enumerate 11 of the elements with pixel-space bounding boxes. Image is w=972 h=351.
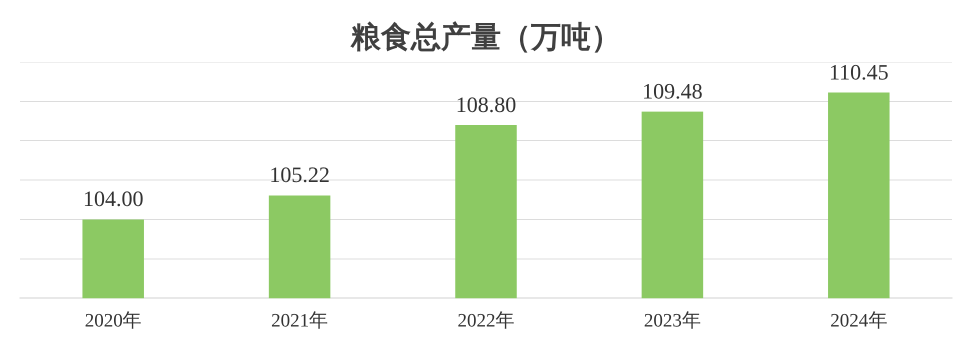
x-tick-label: 2023年 xyxy=(644,310,701,332)
chart-title: 粮食总产量（万吨） xyxy=(351,20,621,55)
data-label: 109.48 xyxy=(642,78,703,104)
data-label: 108.80 xyxy=(456,92,516,117)
data-label: 105.22 xyxy=(269,162,330,188)
data-label: 104.00 xyxy=(82,186,144,212)
data-label: 110.45 xyxy=(828,59,889,84)
x-tick-label: 2024年 xyxy=(830,310,888,332)
x-tick-label: 2022年 xyxy=(458,310,514,332)
x-tick-label: 2020年 xyxy=(84,310,142,332)
x-tick-label: 2021年 xyxy=(271,310,328,332)
